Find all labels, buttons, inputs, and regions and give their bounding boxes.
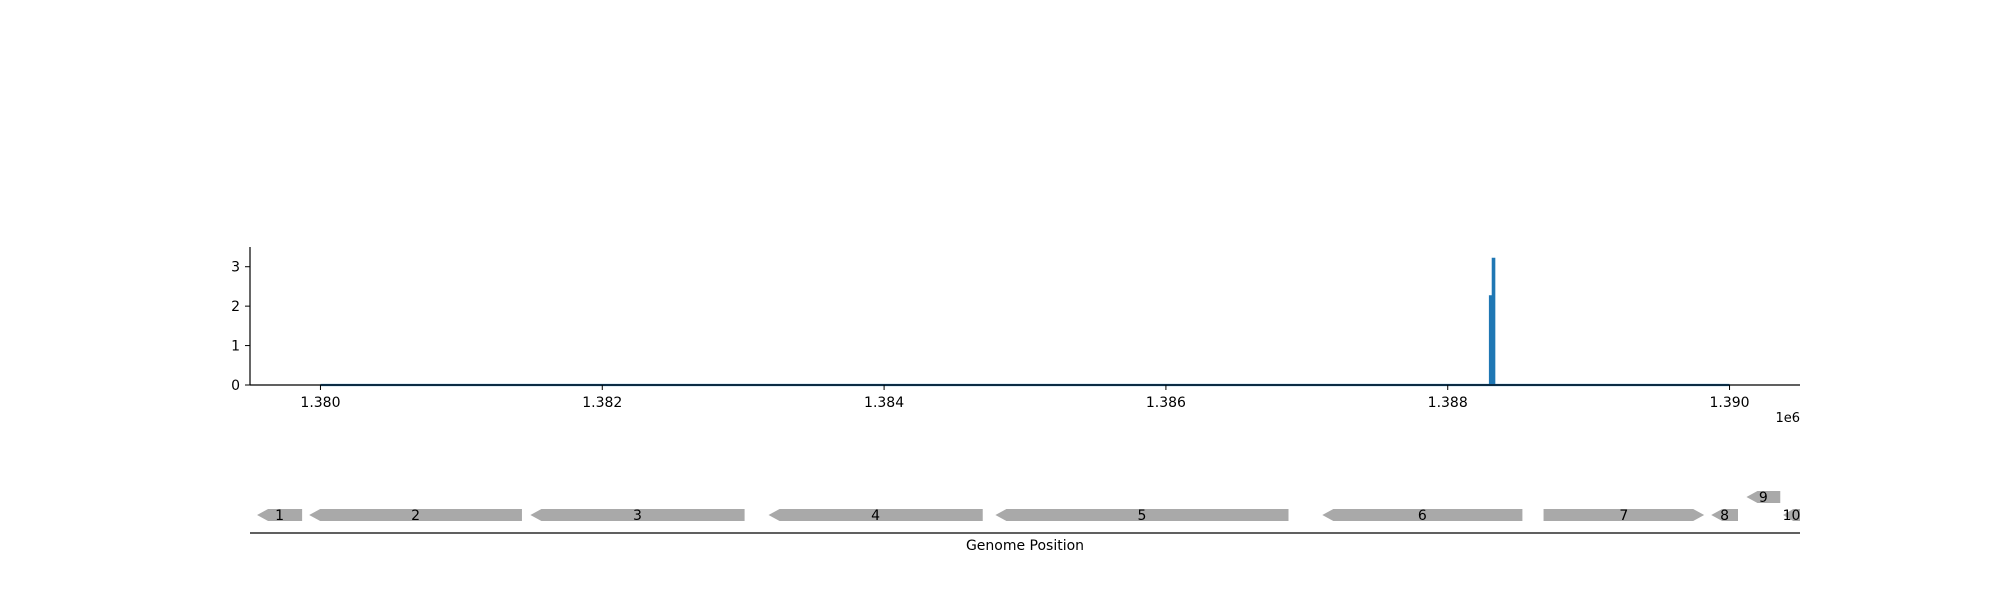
gene-label: 6 bbox=[1418, 508, 1427, 524]
gene-arrow bbox=[1783, 509, 1800, 521]
gene-arrow bbox=[1711, 509, 1738, 521]
gene-label: 8 bbox=[1720, 508, 1729, 524]
gene-arrow bbox=[257, 509, 303, 521]
x-tick-label: 1.384 bbox=[864, 395, 904, 411]
y-tick-label: 0 bbox=[231, 378, 240, 394]
gene-label: 3 bbox=[633, 508, 642, 524]
x-tick-label: 1.382 bbox=[582, 395, 622, 411]
x-tick-label: 1.388 bbox=[1428, 395, 1468, 411]
gene-label: 10 bbox=[1783, 508, 1801, 524]
gene-track-panel: 1 2 3 4 5 6 7 8 9 10 Genome Position bbox=[250, 490, 1800, 554]
gene-label: 2 bbox=[411, 508, 420, 524]
gene-arrow bbox=[530, 509, 745, 521]
gene-track-x-label: Genome Position bbox=[966, 538, 1084, 554]
coverage-line bbox=[320, 257, 1730, 387]
gene-label: 5 bbox=[1137, 508, 1146, 524]
gene-arrow bbox=[1543, 509, 1705, 521]
y-tick-label: 1 bbox=[231, 339, 240, 355]
y-tick-label: 2 bbox=[231, 299, 240, 315]
y-tick-label: 3 bbox=[231, 260, 240, 276]
gene-arrow bbox=[1746, 491, 1781, 503]
x-tick-label: 1.380 bbox=[300, 395, 340, 411]
x-tick-label: 1.390 bbox=[1709, 395, 1749, 411]
x-axis-offset-label: 1e6 bbox=[1775, 411, 1800, 426]
coverage-y-ticks: 0 1 2 3 bbox=[231, 260, 250, 394]
gene-arrow bbox=[309, 509, 522, 521]
gene-arrow bbox=[768, 509, 983, 521]
coverage-panel: 1.380 1.382 1.384 1.386 1.388 1.390 0 1 2 3 1e6 bbox=[231, 247, 1800, 426]
gene-arrows: 1 2 3 4 5 6 7 8 9 10 bbox=[257, 490, 1800, 524]
gene-arrow bbox=[995, 509, 1289, 521]
gene-label: 1 bbox=[275, 508, 284, 524]
x-tick-label: 1.386 bbox=[1146, 395, 1186, 411]
gene-label: 7 bbox=[1619, 508, 1628, 524]
coverage-series bbox=[320, 257, 1730, 387]
gene-label: 9 bbox=[1759, 490, 1768, 506]
gene-label: 4 bbox=[871, 508, 880, 524]
coverage-x-ticks: 1.380 1.382 1.384 1.386 1.388 1.390 bbox=[300, 385, 1750, 411]
gene-arrow bbox=[1322, 509, 1523, 521]
